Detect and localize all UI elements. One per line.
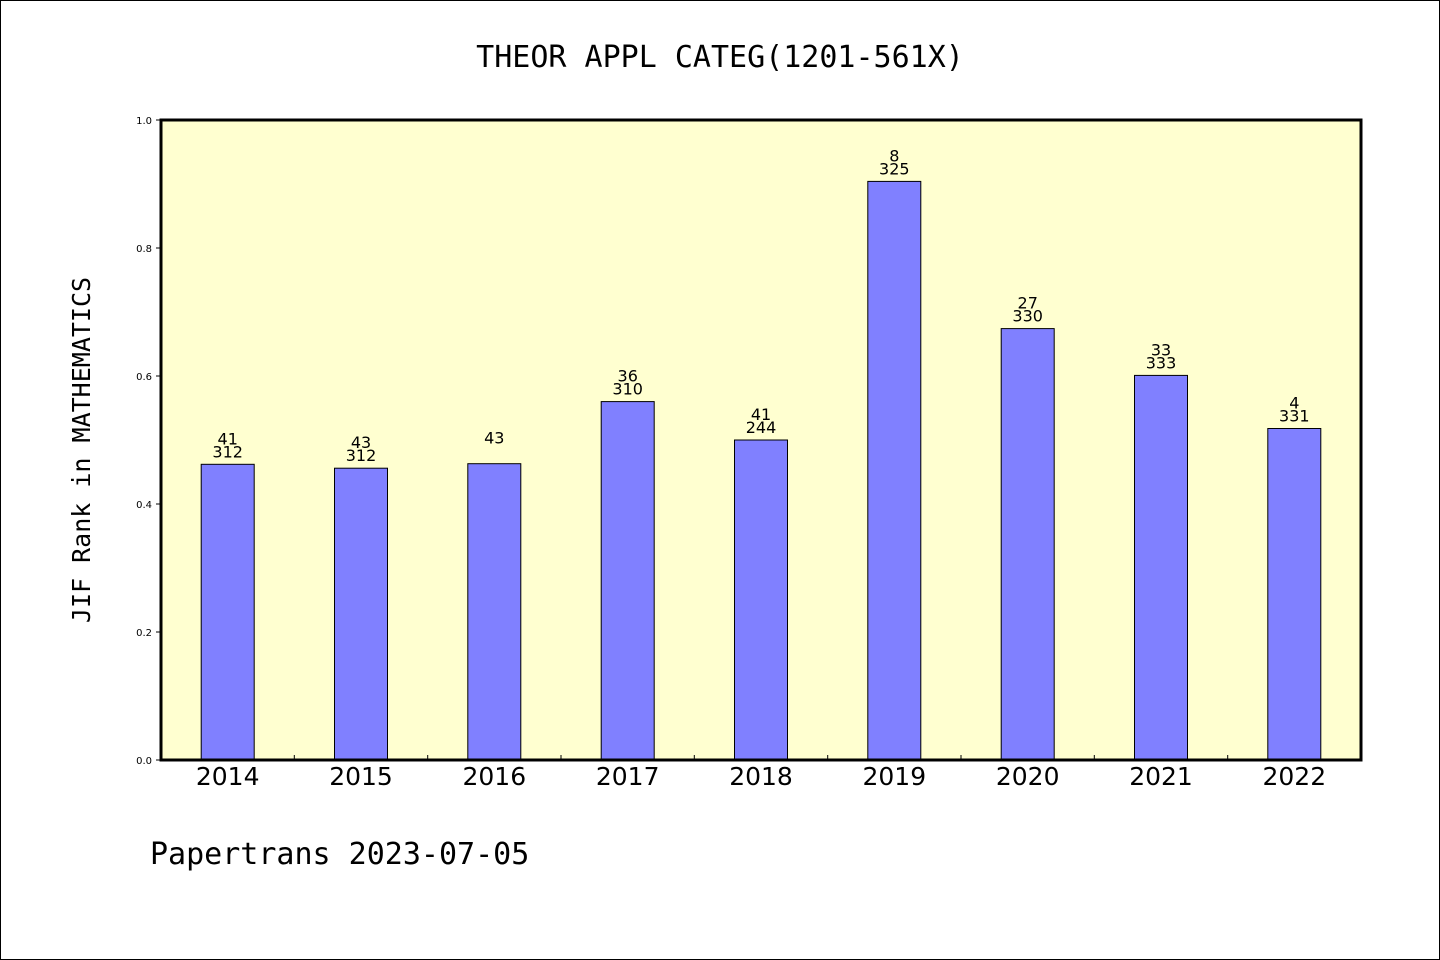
x-tick-label-2018: 2018 [729, 762, 793, 791]
bar-2014 [200, 463, 255, 761]
plot-border [159, 118, 1363, 762]
bars-layer [200, 180, 1322, 761]
y-tick-label: 0.6 [136, 372, 152, 383]
x-tick-label-2020: 2020 [996, 762, 1060, 791]
y-axis-ticks: 0.0 0.2 0.4 0.6 0.8 1.0 [136, 116, 161, 767]
bar-label-top-2017: 36 [618, 367, 638, 386]
footer-credit: Papertrans 2023-07-05 [150, 837, 529, 872]
bar-label-top-2018: 41 [751, 405, 771, 424]
y-tick-label: 0.4 [136, 500, 152, 511]
bar-2022 [1267, 428, 1322, 761]
x-tick-label-2022: 2022 [1262, 762, 1326, 791]
bar-2018 [734, 439, 788, 761]
bar-2019 [867, 180, 922, 761]
bar-2021 [1134, 374, 1188, 761]
y-tick-label: 1.0 [136, 116, 152, 127]
bar-2015 [334, 467, 388, 761]
bar-label-top-2014: 41 [218, 429, 238, 448]
bar-label-bottom-2015: 312 [346, 446, 377, 465]
bar-label-top-2021: 33 [1151, 340, 1171, 359]
bar-label-bottom-2022: 331 [1279, 407, 1310, 426]
bar-2017 [600, 401, 655, 761]
y-tick-label: 0.0 [136, 756, 152, 767]
bar-2020 [1000, 328, 1055, 761]
bar-label-top-2015: 43 [351, 433, 371, 452]
bar-label-bottom-2017: 310 [612, 380, 643, 399]
chart-title: THEOR APPL CATEG(1201-561X) [476, 40, 964, 75]
x-tick-label-2016: 2016 [462, 762, 526, 791]
y-tick-label: 0.8 [136, 244, 152, 255]
x-tick-label-2017: 2017 [596, 762, 660, 791]
bar-label-top-2020: 27 [1018, 294, 1038, 313]
x-tick-label-2015: 2015 [329, 762, 393, 791]
bar-label-bottom-2019: 325 [879, 159, 910, 178]
y-tick-label: 0.2 [136, 628, 152, 639]
bar-label-bottom-2020: 330 [1012, 307, 1043, 326]
bar-label-bottom-2014: 312 [212, 442, 243, 461]
bar-label-top-2016: 43 [484, 429, 504, 448]
x-axis-ticks: 2014 2015 2016 2017 2018 2019 2020 2021 2022 [196, 755, 1326, 791]
bar-label-top-2019: 8 [889, 146, 899, 165]
x-tick-label-2021: 2021 [1129, 762, 1193, 791]
bar-label-bottom-2018: 244 [746, 418, 777, 437]
y-axis-label: JIF Rank in MATHEMATICS [67, 277, 96, 623]
x-tick-label-2019: 2019 [862, 762, 926, 791]
bar-label-top-2022: 4 [1289, 394, 1299, 413]
x-tick-label-2014: 2014 [196, 762, 260, 791]
bar-2016 [467, 463, 522, 761]
bar-label-bottom-2021: 333 [1146, 353, 1177, 372]
